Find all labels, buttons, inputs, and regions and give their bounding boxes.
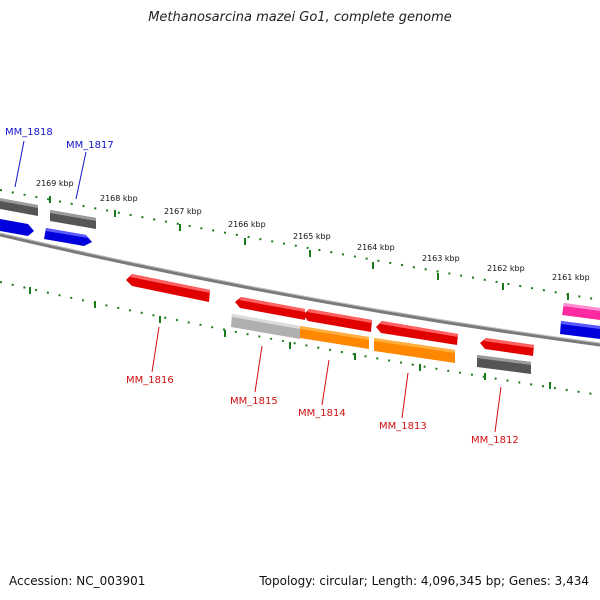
feature-gray-2-shade [50,210,96,221]
label-line-mm1817 [75,151,87,200]
gene-label-mm1815[interactable]: MM_1815 [230,396,278,407]
feature-blue-3-shade [561,321,600,329]
genome-backbone [0,233,600,347]
feature-mm1812-shade [484,338,534,348]
ruler-upper [0,189,600,301]
ruler-lower [0,281,600,396]
ruler-label-2162: 2162 kbp [487,264,525,273]
map-title: Methanosarcina mazei Go1, complete genom… [148,10,452,25]
feature-red-b[interactable] [303,309,372,332]
gene-label-mm1816[interactable]: MM_1816 [126,375,174,386]
feature-red-a-shade [239,297,305,312]
ruler-upper-ticks [49,196,569,300]
accession-text: Accession: NC_003901 [9,574,146,588]
feature-red-a[interactable] [235,297,305,320]
label-line-mm1815 [254,345,263,393]
feature-mm1816[interactable] [126,274,210,302]
label-line-mm1813 [401,372,409,419]
feature-red-b-shade [307,309,372,323]
feature-mm1813[interactable] [374,338,455,363]
ruler-label-2169: 2169 kbp [36,179,74,188]
feature-mm1815-shade [232,314,300,329]
ruler-lower-ticks [29,287,551,389]
gene-label-mm1814[interactable]: MM_1814 [298,408,346,419]
feature-mm1815[interactable] [231,314,300,339]
feature-gray-3-shade [477,355,531,365]
ruler-label-2163: 2163 kbp [422,254,460,263]
genome-info-text: Topology: circular; Length: 4,096,345 bp… [259,574,589,588]
feature-gray-1[interactable] [0,200,38,216]
ruler-label-2165: 2165 kbp [293,232,331,241]
feature-blue-1[interactable] [0,219,34,236]
feature-blue-2-shade [46,228,88,238]
label-line-mm1812 [494,386,502,433]
ruler-label-2167: 2167 kbp [164,207,202,216]
gene-label-mm1813[interactable]: MM_1813 [379,421,427,432]
feature-mm1816-shade [130,274,210,293]
feature-mm1814-shade [300,326,369,340]
feature-red-c-shade [380,321,458,337]
label-line-mm1818 [14,140,25,188]
feature-pink-shade [563,303,600,311]
ruler-label-2168: 2168 kbp [100,194,138,203]
gene-label-mm1818[interactable]: MM_1818 [5,127,53,138]
feature-red-c[interactable] [376,321,458,345]
feature-mm1813-shade [374,338,455,353]
label-line-mm1816 [151,326,160,373]
feature-gray-1-shade [0,198,38,208]
ruler-label-2161: 2161 kbp [552,273,590,282]
ruler-label-2166: 2166 kbp [228,220,266,229]
genome-backbone-highlight [0,232,600,344]
feature-mm1812[interactable] [480,338,534,356]
label-line-mm1814 [321,359,330,406]
gene-label-mm1817[interactable]: MM_1817 [66,140,114,151]
ruler-label-2164: 2164 kbp [357,243,395,252]
gene-label-mm1812[interactable]: MM_1812 [471,435,519,446]
